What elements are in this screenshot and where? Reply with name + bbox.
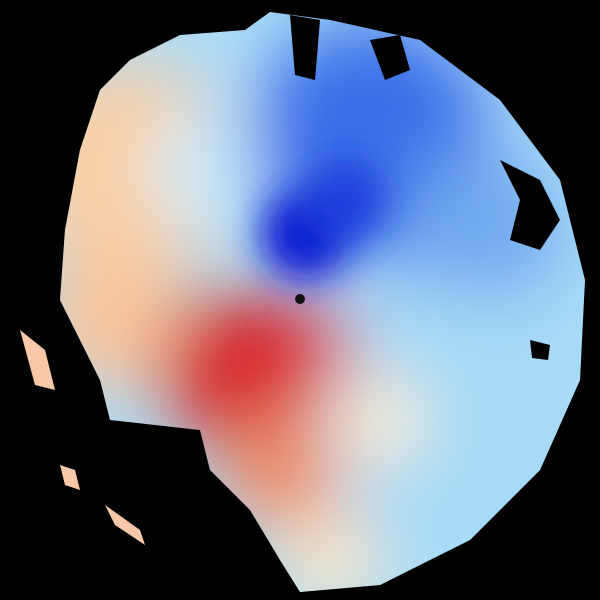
gap bbox=[290, 15, 320, 80]
gap bbox=[370, 35, 410, 80]
gap bbox=[530, 340, 550, 360]
no-data-gaps bbox=[290, 15, 560, 360]
echo bbox=[20, 330, 55, 390]
blob bbox=[265, 305, 355, 395]
stray-echoes bbox=[20, 330, 145, 545]
blob bbox=[150, 110, 270, 230]
blob bbox=[280, 510, 380, 592]
blob bbox=[305, 160, 385, 240]
core-blobs bbox=[260, 160, 385, 280]
radar-site bbox=[295, 294, 305, 304]
blob bbox=[220, 410, 340, 530]
blob bbox=[330, 290, 585, 550]
echo bbox=[60, 465, 80, 490]
gap bbox=[500, 160, 560, 250]
echo bbox=[105, 505, 145, 545]
blob bbox=[335, 375, 425, 465]
